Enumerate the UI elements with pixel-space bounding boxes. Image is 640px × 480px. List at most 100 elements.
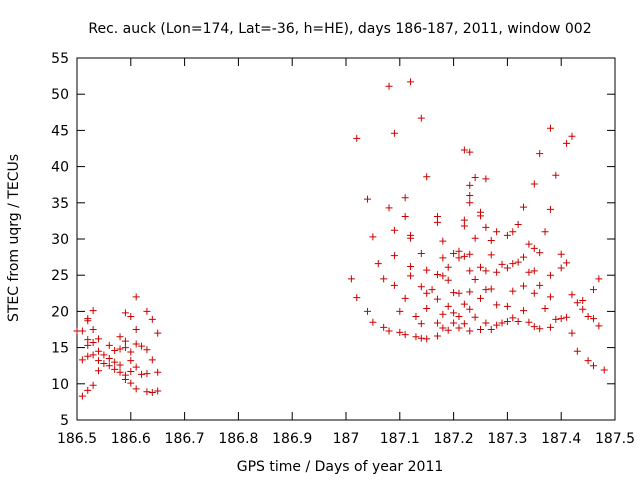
data-point: [105, 341, 113, 349]
data-point: [525, 268, 533, 276]
data-point: [444, 263, 452, 271]
data-point: [563, 259, 571, 267]
data-point: [466, 192, 474, 200]
data-point: [503, 231, 511, 239]
y-axis-ticks: 5 10 15 20 25 30 35 40 45 50 55: [51, 51, 615, 429]
data-point: [428, 286, 436, 294]
data-point: [78, 392, 86, 400]
data-point: [105, 354, 113, 362]
data-point: [514, 258, 522, 266]
data-point: [471, 173, 479, 181]
data-point: [148, 356, 156, 364]
y-axis-label: STEC from uqrg / TECUs: [6, 154, 22, 322]
data-point: [347, 275, 355, 283]
data-point: [433, 270, 441, 278]
data-point: [557, 315, 565, 323]
data-point: [466, 250, 474, 258]
data-point: [514, 221, 522, 229]
data-point: [78, 356, 86, 364]
data-point: [401, 194, 409, 202]
data-point: [477, 212, 484, 220]
data-point: [471, 276, 479, 284]
data-point: [530, 244, 538, 252]
data-point: [460, 222, 468, 230]
data-point: [557, 250, 565, 258]
data-point: [138, 342, 146, 350]
data-point: [573, 299, 581, 307]
data-point: [536, 249, 544, 257]
data-point: [439, 254, 447, 262]
data-point: [460, 252, 468, 260]
data-point: [132, 363, 140, 371]
data-point: [353, 134, 361, 142]
data-point: [450, 249, 458, 257]
y-tick-label: 30: [51, 232, 69, 248]
data-point: [433, 332, 441, 340]
data-point: [148, 315, 156, 323]
data-point: [471, 313, 479, 321]
data-point: [412, 333, 420, 341]
data-point: [89, 307, 97, 315]
data-point: [121, 309, 129, 317]
data-point: [530, 323, 538, 331]
y-tick-label: 25: [51, 268, 69, 284]
data-point: [95, 347, 103, 355]
y-tick-label: 5: [60, 413, 69, 429]
data-point: [530, 180, 538, 188]
data-point: [116, 368, 124, 376]
data-point: [143, 370, 151, 378]
data-point: [423, 305, 431, 312]
data-point: [487, 326, 495, 333]
data-point: [132, 340, 140, 348]
data-point: [503, 302, 511, 310]
x-tick-label: 187.2: [434, 431, 474, 447]
data-point: [589, 286, 597, 294]
data-point: [121, 337, 129, 345]
data-point: [455, 254, 463, 262]
data-point: [423, 289, 431, 297]
data-point: [536, 325, 544, 333]
data-point: [95, 335, 103, 343]
data-point: [498, 319, 506, 327]
data-point: [89, 351, 97, 359]
plot-frame: [76, 57, 616, 421]
data-point: [407, 78, 415, 86]
data-point: [100, 351, 108, 359]
data-point: [482, 319, 490, 327]
data-point: [568, 132, 576, 140]
data-point: [466, 199, 474, 207]
data-point: [353, 294, 361, 302]
data-point: [595, 275, 603, 283]
data-point: [466, 267, 474, 275]
data-point: [477, 294, 484, 302]
data-point: [121, 344, 129, 352]
data-point: [127, 348, 135, 356]
data-point: [487, 251, 495, 259]
data-point: [407, 263, 415, 271]
data-point: [471, 234, 479, 242]
y-tick-label: 20: [51, 304, 69, 320]
data-point: [466, 181, 474, 189]
data-point: [95, 367, 103, 375]
data-point: [487, 236, 495, 244]
data-point: [89, 326, 97, 333]
data-point: [600, 366, 608, 374]
data-point: [493, 321, 501, 329]
data-point: [579, 305, 587, 313]
data-point: [89, 381, 97, 389]
data-point: [84, 317, 92, 325]
data-point: [84, 386, 92, 394]
data-points: [73, 78, 608, 400]
data-point: [450, 289, 458, 297]
y-tick-label: 35: [51, 196, 69, 212]
data-point: [563, 313, 571, 321]
data-point: [390, 252, 398, 260]
data-point: [89, 339, 97, 347]
x-tick-label: 186.5: [57, 431, 97, 447]
data-point: [520, 203, 528, 211]
data-point: [493, 268, 501, 276]
y-tick-label: 15: [51, 341, 69, 357]
data-point: [509, 287, 517, 295]
data-point: [460, 320, 468, 328]
